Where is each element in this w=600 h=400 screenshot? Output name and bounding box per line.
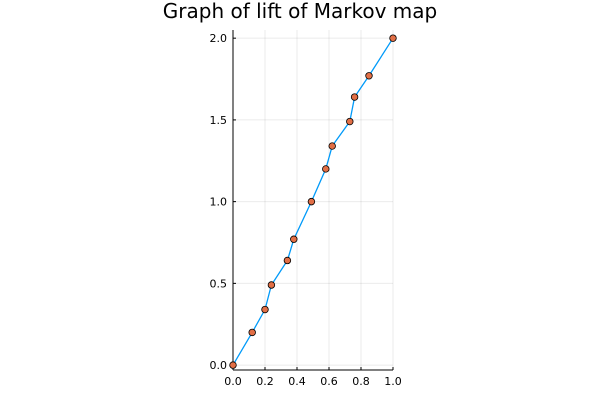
x-tick-label-3: 0.6 xyxy=(320,375,338,388)
y-tick-label-0: 0.0 xyxy=(210,359,228,372)
y-tick-label-2: 1.0 xyxy=(210,196,228,209)
x-tick-label-1: 0.2 xyxy=(256,375,274,388)
data-point-7 xyxy=(322,165,330,173)
x-tick-label-5: 1.0 xyxy=(384,375,402,388)
x-tick-label-4: 0.8 xyxy=(352,375,370,388)
y-tick-label-3: 1.5 xyxy=(210,114,228,127)
y-tick-label-4: 2.0 xyxy=(210,32,228,45)
data-point-1 xyxy=(248,328,256,337)
data-point-10 xyxy=(350,93,359,101)
y-tick-label-1: 0.5 xyxy=(210,277,228,290)
data-point-5 xyxy=(290,235,298,243)
chart-title: Graph of lift of Markov map xyxy=(163,0,437,23)
data-point-0 xyxy=(229,361,237,369)
x-tick-label-2: 0.4 xyxy=(288,375,306,388)
data-point-6 xyxy=(307,197,316,206)
data-point-8 xyxy=(328,142,336,150)
data-point-4 xyxy=(283,256,292,265)
tick-labels: 0.0 0.2 0.4 0.6 0.8 1.0 0.0 0.5 1.0 1.5 2.0 xyxy=(210,32,402,388)
data-point-2 xyxy=(261,305,269,314)
data-point-9 xyxy=(346,117,354,126)
x-tick-label-0: 0.0 xyxy=(224,375,242,388)
data-point-3 xyxy=(267,281,276,289)
data-point-12 xyxy=(389,34,397,42)
data-point-11 xyxy=(365,72,373,80)
plot-area xyxy=(229,34,397,369)
